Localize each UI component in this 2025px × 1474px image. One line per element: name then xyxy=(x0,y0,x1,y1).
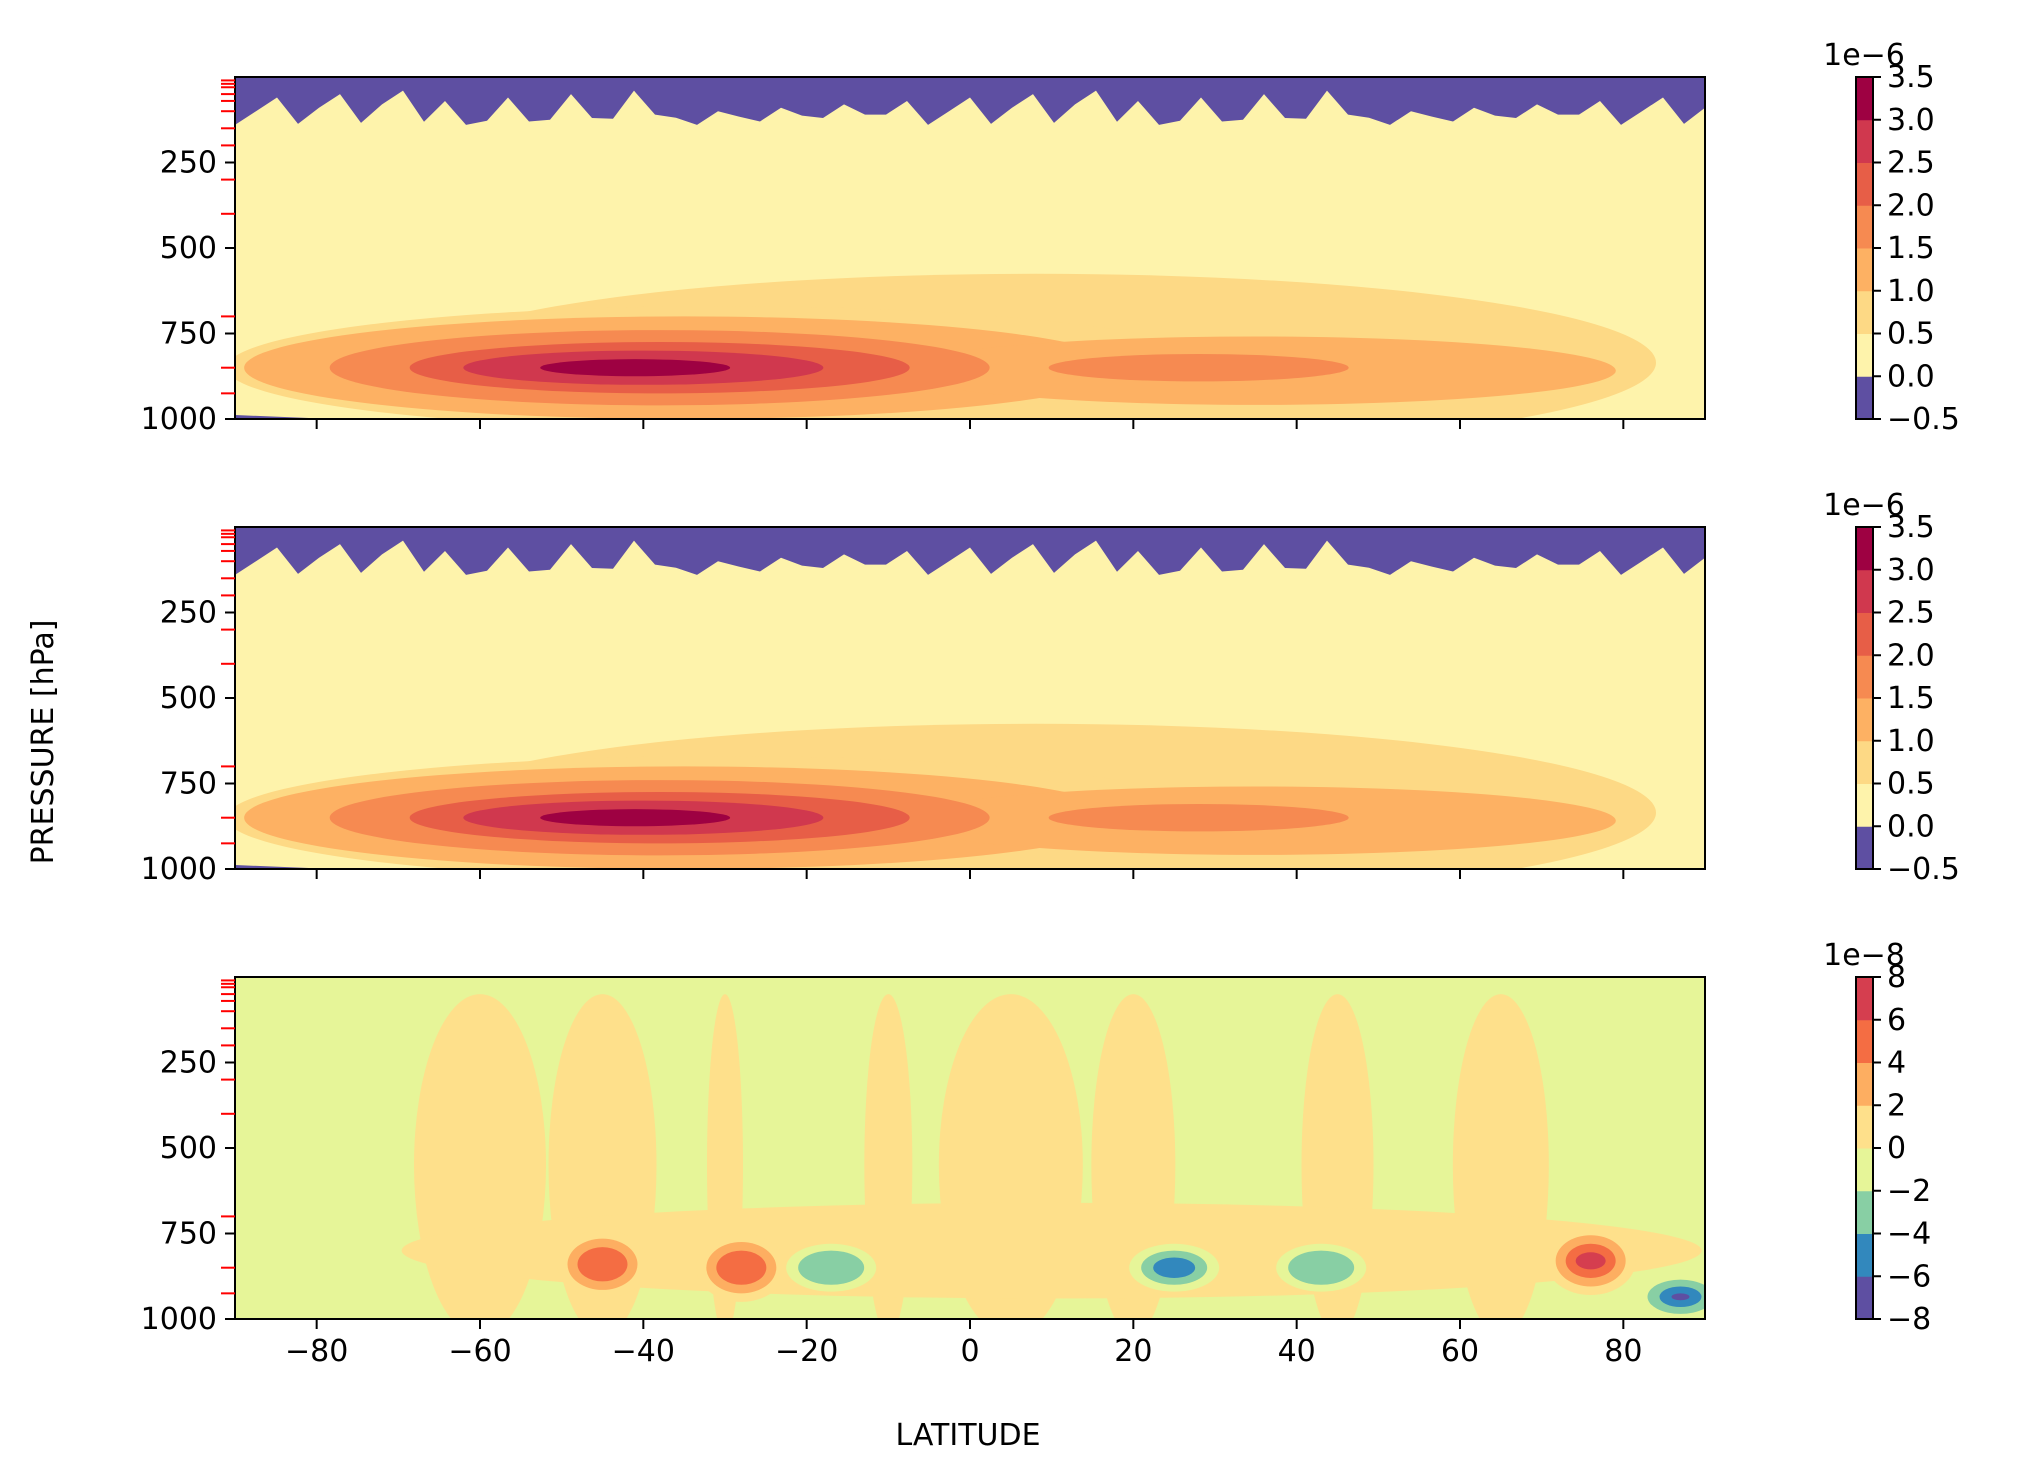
colorbar-tick-label: 0.5 xyxy=(1887,317,1935,352)
colorbar-tick-label: 3.0 xyxy=(1887,553,1935,588)
colorbar-segment xyxy=(1856,612,1873,656)
y-axis-label: PRESSURE [hPa] xyxy=(26,620,61,865)
colorbar-tick-label: 0.5 xyxy=(1887,767,1935,802)
colorbar-multiplier: 1e−6 xyxy=(1823,488,1905,523)
colorbar-segment xyxy=(1856,1019,1873,1063)
colorbar-tick-label: −6 xyxy=(1887,1259,1931,1294)
colorbar-tick-label: 1.0 xyxy=(1887,724,1935,759)
colorbar-tick-label: 2.5 xyxy=(1887,596,1935,631)
colorbar-tick-label: 2.0 xyxy=(1887,638,1935,673)
colorbar-2: −0.5 0.0 0.5 1.0 1.5 2.0 2.5 3.0 3.51e−6 xyxy=(1823,488,1960,887)
colorbar-segment xyxy=(1856,1148,1873,1192)
y-tick-label: 250 xyxy=(160,146,217,181)
panel-2: 250 500 750 1000 −0.5 0.0 0.5 1.0 1.5 2.0 2.5 3.0 3.… xyxy=(141,488,1960,887)
colorbar-segment xyxy=(1856,698,1873,742)
colorbar-multiplier: 1e−8 xyxy=(1823,938,1905,973)
x-tick-label: 80 xyxy=(1604,1334,1642,1369)
y-tick-label: 750 xyxy=(160,317,217,352)
colorbar-tick-label: 1.5 xyxy=(1887,681,1935,716)
colorbar-segment xyxy=(1856,290,1873,334)
y-tick-label: 1000 xyxy=(141,852,217,887)
colorbar-segment xyxy=(1856,977,1873,1021)
y-tick-label: 500 xyxy=(160,681,217,716)
colorbar-tick-label: 2.0 xyxy=(1887,188,1935,223)
colorbar-segment xyxy=(1856,333,1873,377)
colorbar-segment xyxy=(1856,527,1873,571)
colorbar-segment xyxy=(1856,1233,1873,1277)
x-tick-label: 40 xyxy=(1278,1334,1316,1369)
colorbar-segment xyxy=(1856,740,1873,784)
colorbar-tick-label: 1.5 xyxy=(1887,231,1935,266)
y-tick-label: 750 xyxy=(160,1217,217,1252)
colorbar-segment xyxy=(1856,376,1873,420)
colorbar-segment xyxy=(1856,655,1873,699)
colorbar-tick-label: −0.5 xyxy=(1887,402,1960,437)
stratosphere-region xyxy=(235,77,1705,125)
y-tick-label: 750 xyxy=(160,767,217,802)
colorbar-segment xyxy=(1856,783,1873,827)
colorbar-tick-label: 0.0 xyxy=(1887,359,1935,394)
x-tick-label: −80 xyxy=(285,1334,348,1369)
contour-field-1 xyxy=(235,77,1705,419)
colorbar-tick-label: 2.5 xyxy=(1887,146,1935,181)
colorbar-tick-label: −0.5 xyxy=(1887,852,1960,887)
panel-1: 250 500 750 1000 −0.5 0.0 0.5 1.0 1.5 2.0 2.5 3.0 3.… xyxy=(141,38,1960,437)
colorbar-segment xyxy=(1856,1276,1873,1320)
colorbar-segment xyxy=(1856,205,1873,249)
colorbar-tick-label: −2 xyxy=(1887,1174,1931,1209)
x-tick-label: 60 xyxy=(1441,1334,1479,1369)
y-tick-label: 250 xyxy=(160,1046,217,1081)
colorbar-tick-label: 2 xyxy=(1887,1088,1906,1123)
colorbar-3: −8 −6 −4 −2 0 2 4 6 81e−8 xyxy=(1823,938,1931,1337)
colorbar-tick-label: 4 xyxy=(1887,1046,1906,1081)
y-tick-label: 250 xyxy=(160,596,217,631)
stratosphere-region xyxy=(235,527,1705,575)
colorbar-tick-label: 1.0 xyxy=(1887,274,1935,309)
x-tick-label: −40 xyxy=(612,1334,675,1369)
y-tick-label: 500 xyxy=(160,231,217,266)
colorbar-tick-label: 6 xyxy=(1887,1003,1906,1038)
colorbar-tick-label: 0.0 xyxy=(1887,809,1935,844)
colorbar-multiplier: 1e−6 xyxy=(1823,38,1905,73)
y-tick-label: 1000 xyxy=(141,402,217,437)
x-tick-label: −60 xyxy=(448,1334,511,1369)
y-tick-label: 1000 xyxy=(141,1302,217,1337)
x-tick-label: 0 xyxy=(960,1334,979,1369)
colorbar-segment xyxy=(1856,162,1873,206)
x-tick-label: −20 xyxy=(775,1334,838,1369)
colorbar-segment xyxy=(1856,248,1873,292)
colorbar-tick-label: 8 xyxy=(1887,960,1906,995)
colorbar-tick-label: 3.5 xyxy=(1887,60,1935,95)
colorbar-segment xyxy=(1856,1190,1873,1234)
colorbar-tick-label: −4 xyxy=(1887,1217,1931,1252)
colorbar-tick-label: −8 xyxy=(1887,1302,1931,1337)
x-tick-label: 20 xyxy=(1114,1334,1152,1369)
colorbar-1: −0.5 0.0 0.5 1.0 1.5 2.0 2.5 3.0 3.51e−6 xyxy=(1823,38,1960,437)
contour-field-2 xyxy=(235,527,1705,869)
contour-field-3 xyxy=(235,977,1705,1319)
colorbar-tick-label: 3.0 xyxy=(1887,103,1935,138)
y-tick-label: 500 xyxy=(160,1131,217,1166)
colorbar-tick-label: 3.5 xyxy=(1887,510,1935,545)
colorbar-segment xyxy=(1856,1062,1873,1106)
colorbar-segment xyxy=(1856,77,1873,121)
colorbar-tick-label: 0 xyxy=(1887,1131,1906,1166)
colorbar-segment xyxy=(1856,826,1873,870)
colorbar-segment xyxy=(1856,569,1873,613)
colorbar-segment xyxy=(1856,1105,1873,1149)
x-axis-label: LATITUDE xyxy=(895,1418,1040,1453)
colorbar-segment xyxy=(1856,119,1873,163)
